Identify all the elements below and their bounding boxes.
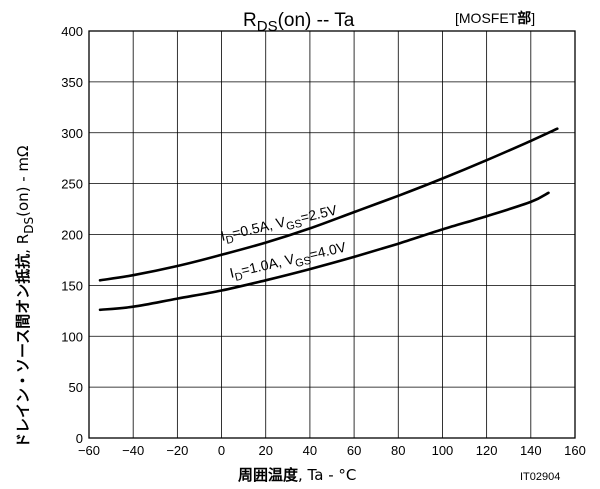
y-tick-label: 300 xyxy=(61,126,83,141)
x-tick-label: 0 xyxy=(218,443,225,458)
x-tick-label: 120 xyxy=(476,443,498,458)
series-1-line xyxy=(98,127,559,282)
y-tick-label: 150 xyxy=(61,278,83,293)
series-2-line xyxy=(98,191,550,312)
x-axis-label: 周囲温度, Ta - °C xyxy=(238,466,356,484)
y-tick-label: 50 xyxy=(69,380,83,395)
x-tick-label: 100 xyxy=(432,443,454,458)
y-axis-label: ドレイン・ソース間オン抵抗, RDS(on) - mΩ xyxy=(14,145,36,448)
y-tick-label: 400 xyxy=(61,24,83,39)
x-tick-label: 140 xyxy=(520,443,542,458)
y-tick-label: 0 xyxy=(76,431,83,446)
x-tick-label: 60 xyxy=(347,443,361,458)
y-tick-label: 250 xyxy=(61,177,83,192)
grid xyxy=(89,31,575,438)
title-symbol: R xyxy=(243,10,257,31)
x-tick-label: −60 xyxy=(78,443,100,458)
x-tick-label: 160 xyxy=(564,443,586,458)
y-axis-ticks: 0 50 100 150 200 250 300 350 400 xyxy=(61,24,83,446)
y-tick-label: 200 xyxy=(61,228,83,243)
x-tick-label: −40 xyxy=(122,443,144,458)
title-rest: (on) -- Ta xyxy=(278,10,355,31)
x-axis-ticks: −60 −40 −20 0 20 40 60 80 100 120 140 160 xyxy=(78,443,586,458)
title-category: [MOSFET部] xyxy=(455,10,535,26)
plot-area xyxy=(88,30,576,439)
y-tick-label: 350 xyxy=(61,75,83,90)
x-tick-label: 20 xyxy=(258,443,272,458)
x-tick-label: −20 xyxy=(166,443,188,458)
y-tick-label: 100 xyxy=(61,329,83,344)
x-tick-label: 40 xyxy=(303,443,317,458)
series-lines xyxy=(98,127,559,312)
title-subscript: DS xyxy=(257,18,278,35)
x-tick-label: 80 xyxy=(391,443,405,458)
figure-id: IT02904 xyxy=(520,471,560,483)
series-2-label: ID=1.0A, VGS=4.0V xyxy=(228,238,349,284)
